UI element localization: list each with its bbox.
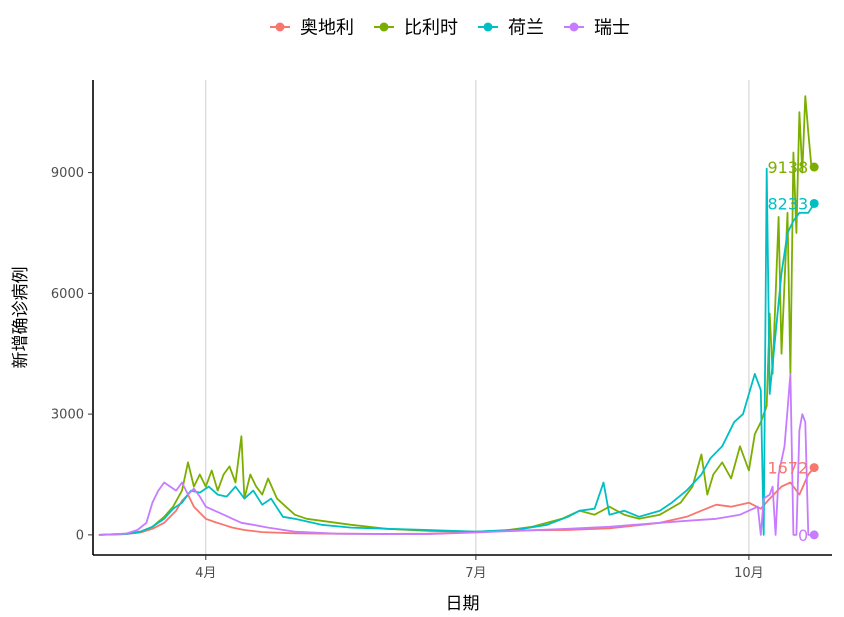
series-end-label: 1672 xyxy=(767,459,808,478)
legend-point xyxy=(275,22,285,32)
legend-point xyxy=(379,22,389,32)
legend-label: 奥地利 xyxy=(300,18,354,39)
y-tick-label: 0 xyxy=(76,528,84,543)
legend-label: 瑞士 xyxy=(594,18,630,39)
legend-point xyxy=(569,22,579,32)
x-tick-label: 4月 xyxy=(195,566,216,581)
series-end-point xyxy=(809,463,819,473)
x-tick-label: 10月 xyxy=(734,566,764,581)
legend-point xyxy=(483,22,493,32)
legend-item: 比利时 xyxy=(374,18,458,39)
legend-item: 荷兰 xyxy=(478,18,544,39)
x-tick-label: 7月 xyxy=(465,566,486,581)
series-line-2 xyxy=(98,167,815,536)
legend-label: 荷兰 xyxy=(508,18,544,39)
legend-item: 瑞士 xyxy=(564,18,630,39)
series-layer xyxy=(98,95,815,536)
series-end-point xyxy=(809,198,819,208)
y-tick-label: 6000 xyxy=(51,287,84,302)
legend: 奥地利 比利时 荷兰 瑞士 xyxy=(270,18,630,39)
legend-item: 奥地利 xyxy=(270,18,354,39)
series-end-point xyxy=(809,530,819,540)
y-tick-label: 3000 xyxy=(51,408,84,423)
series-end-label: 0 xyxy=(798,526,808,545)
axes: 0 3000 6000 9000 4月 7月 10月 xyxy=(51,80,832,581)
end-labels: 1672 9138 8233 0 xyxy=(767,158,819,545)
series-line-3 xyxy=(98,373,815,536)
x-axis-title: 日期 xyxy=(446,594,480,614)
series-end-point xyxy=(809,162,819,172)
legend-label: 比利时 xyxy=(404,18,458,39)
series-end-label: 8233 xyxy=(767,194,808,213)
y-axis-title: 新增确诊病例 xyxy=(11,267,31,369)
series-end-label: 9138 xyxy=(767,158,808,177)
y-tick-label: 9000 xyxy=(51,166,84,181)
grid xyxy=(205,80,750,555)
